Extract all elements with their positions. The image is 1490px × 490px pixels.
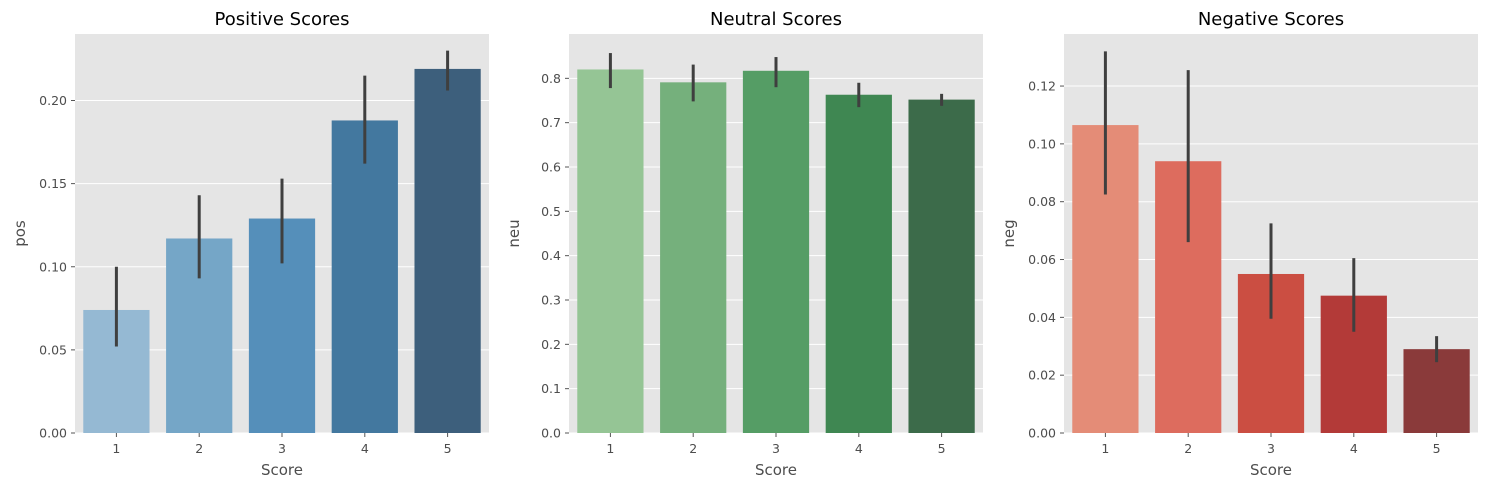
neutral-x-axis-label: Score	[755, 461, 797, 479]
neutral-bar-3	[742, 70, 810, 434]
neutral-y-axis-label: neu	[505, 219, 523, 247]
positive-xtick-label: 3	[278, 441, 286, 456]
positive-xtick-label: 2	[195, 441, 203, 456]
neutral-ytick-label: 0.6	[541, 160, 561, 175]
positive-ytick-label: 0.00	[39, 426, 67, 441]
negative-chart: 0.00 0.02 0.04 0.06 0.08 0.10 0.12 1 2 3 4 5 Negativ…	[1000, 9, 1478, 479]
positive-ytick-label: 0.20	[39, 93, 67, 108]
negative-ytick-label: 0.02	[1028, 368, 1056, 383]
neutral-chart: 0.0 0.1 0.2 0.3 0.4 0.5 0.6 0.7 0.8 1 2 3 4 5 Neutral …	[505, 9, 983, 479]
neutral-bar-1	[577, 69, 644, 433]
negative-ytick-label: 0.12	[1028, 79, 1056, 94]
positive-xtick-label: 1	[112, 441, 120, 456]
neutral-ytick-label: 0.5	[541, 204, 561, 219]
negative-chart-title: Negative Scores	[1198, 9, 1344, 30]
neutral-ytick-label: 0.7	[541, 115, 561, 130]
positive-bar-4	[331, 120, 398, 433]
positive-ytick-label: 0.15	[39, 176, 67, 191]
neutral-bar-2	[660, 82, 727, 433]
neutral-bar-5	[908, 99, 975, 433]
positive-chart: 0.00 0.05 0.10 0.15 0.20 1 2 3 4 5 Positive Scores…	[11, 9, 489, 479]
neutral-xtick-label: 5	[938, 441, 946, 456]
neutral-ytick-label: 0.3	[541, 293, 561, 308]
positive-xtick-label: 5	[444, 441, 452, 456]
positive-chart-title: Positive Scores	[215, 9, 350, 30]
positive-x-axis-label: Score	[261, 461, 303, 479]
negative-ytick-label: 0.08	[1028, 194, 1056, 209]
neutral-xtick-label: 4	[855, 441, 863, 456]
positive-ytick-label: 0.05	[39, 342, 67, 357]
neutral-xtick-label: 1	[606, 441, 614, 456]
negative-ytick-label: 0.06	[1028, 252, 1056, 267]
neutral-ytick-label: 0.1	[541, 381, 561, 396]
negative-bar-5	[1403, 349, 1470, 433]
neutral-xtick-label: 3	[772, 441, 780, 456]
negative-xtick-label: 3	[1267, 441, 1275, 456]
negative-x-axis-label: Score	[1250, 461, 1292, 479]
positive-bar-5	[414, 68, 481, 433]
neutral-xtick-label: 2	[689, 441, 697, 456]
negative-xtick-label: 1	[1101, 441, 1109, 456]
neutral-ytick-label: 0.4	[541, 248, 561, 263]
neutral-bar-4	[825, 94, 892, 433]
neutral-ytick-label: 0.8	[541, 71, 561, 86]
negative-ytick-label: 0.00	[1028, 426, 1056, 441]
negative-ytick-label: 0.10	[1028, 136, 1056, 151]
negative-y-axis-label: neg	[1000, 219, 1018, 247]
positive-y-axis-label: pos	[11, 220, 29, 247]
negative-ytick-label: 0.04	[1028, 310, 1056, 325]
negative-xtick-label: 2	[1184, 441, 1192, 456]
positive-xtick-label: 4	[361, 441, 369, 456]
negative-xtick-label: 5	[1433, 441, 1441, 456]
negative-xtick-label: 4	[1350, 441, 1358, 456]
positive-ytick-label: 0.10	[39, 259, 67, 274]
neutral-chart-title: Neutral Scores	[710, 9, 842, 30]
neutral-ytick-label: 0.0	[541, 426, 561, 441]
neutral-ytick-label: 0.2	[541, 337, 561, 352]
